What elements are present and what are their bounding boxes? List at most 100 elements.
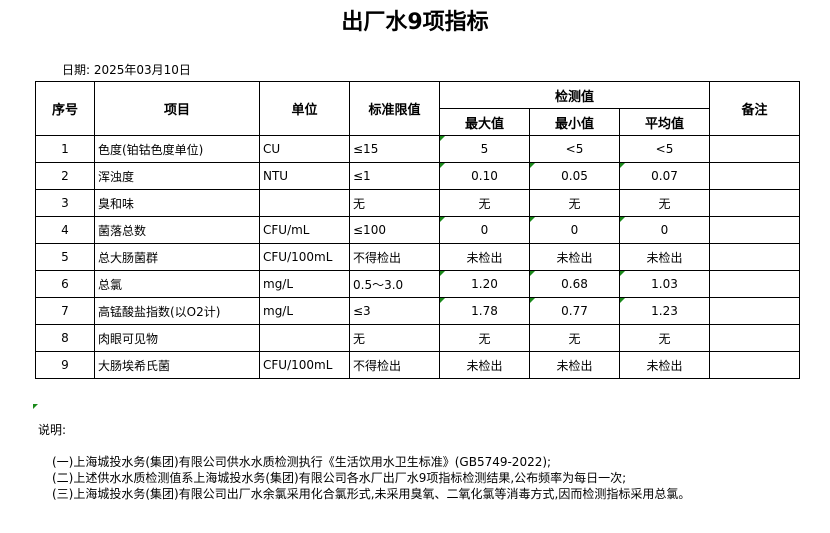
cell-no-text: 7	[61, 304, 69, 318]
comment-marker	[440, 163, 445, 168]
cell-remark	[709, 189, 800, 217]
header-min: 最小值	[529, 108, 620, 136]
comment-marker	[620, 217, 625, 222]
header-unit: 单位	[259, 81, 350, 136]
cell-limit-text: ≤15	[353, 142, 379, 156]
cell-unit-text: CFU/100mL	[263, 250, 333, 264]
cell-item: 浑浊度	[94, 162, 260, 190]
cell-min: 0.68	[529, 270, 620, 298]
cell-item: 臭和味	[94, 189, 260, 217]
cell-max-text: 0	[480, 223, 489, 237]
comment-marker	[620, 271, 625, 276]
cell-min-text: 无	[568, 331, 581, 346]
cell-max: 无	[439, 189, 530, 217]
cell-min-text: 0.77	[561, 304, 588, 318]
comment-marker	[440, 298, 445, 303]
cell-unit-text: NTU	[263, 169, 289, 183]
cell-unit-text: CU	[263, 142, 281, 156]
header-avg: 平均值	[619, 108, 710, 136]
cell-max-text: 无	[478, 331, 491, 346]
table-row: 2 浑浊度 NTU ≤1 0.10 0.05 0.07	[35, 162, 800, 190]
cell-limit: 0.5～3.0	[349, 270, 440, 298]
cell-no: 8	[35, 324, 95, 352]
cell-avg: 1.23	[619, 297, 710, 325]
cell-no: 3	[35, 189, 95, 217]
cell-item: 菌落总数	[94, 216, 260, 244]
comment-marker	[620, 163, 625, 168]
cell-min-text: 未检出	[556, 250, 593, 265]
cell-min-text: <5	[565, 142, 584, 156]
cell-max: 1.20	[439, 270, 530, 298]
cell-avg: 0.07	[619, 162, 710, 190]
header-remark: 备注	[709, 81, 800, 136]
cell-item-text: 总大肠菌群	[98, 250, 159, 265]
note-item: (一)上海城投水务(集团)有限公司供水水质检测执行《生活饮用水卫生标准》(GB5…	[52, 455, 552, 469]
cell-avg: <5	[619, 135, 710, 163]
cell-item: 大肠埃希氏菌	[94, 351, 260, 379]
cell-no-text: 4	[61, 223, 69, 237]
cell-limit: 不得检出	[349, 351, 440, 379]
cell-avg: 无	[619, 189, 710, 217]
cell-remark	[709, 216, 800, 244]
cell-item-text: 浑浊度	[98, 169, 135, 184]
cell-item: 总氯	[94, 270, 260, 298]
cell-item-text: 色度(铂钴色度单位)	[98, 142, 204, 157]
table-row: 7 高锰酸盐指数(以O2计) mg/L ≤3 1.78 0.77 1.23	[35, 297, 800, 325]
cell-avg-text: 无	[658, 196, 671, 211]
table-row: 8 肉眼可见物 无 无 无 无	[35, 324, 800, 352]
cell-item-text: 菌落总数	[98, 223, 147, 238]
cell-unit-text: CFU/100mL	[263, 358, 333, 372]
header-max: 最大值	[439, 108, 530, 136]
table-row: 5 总大肠菌群 CFU/100mL 不得检出 未检出 未检出 未检出	[35, 243, 800, 271]
header-item: 项目	[94, 81, 260, 136]
cell-avg: 0	[619, 216, 710, 244]
cell-min: 0	[529, 216, 620, 244]
cell-no-text: 9	[61, 358, 69, 372]
cell-remark	[709, 270, 800, 298]
cell-min-text: 0.68	[561, 277, 588, 291]
comment-marker	[440, 136, 445, 141]
cell-no: 1	[35, 135, 95, 163]
cell-min: 无	[529, 189, 620, 217]
cell-limit: ≤100	[349, 216, 440, 244]
cell-no-text: 5	[61, 250, 69, 264]
water-quality-table: 序号 项目 单位 标准限值 检测值 备注 最大值 最小值 平均值 1 色度(铂钴色…	[35, 81, 800, 379]
cell-avg: 1.03	[619, 270, 710, 298]
note-item: (三)上海城投水务(集团)有限公司出厂水余氯采用化合氯形式,未采用臭氧、二氧化氯…	[52, 487, 691, 501]
cell-item-text: 肉眼可见物	[98, 331, 159, 346]
cell-item: 高锰酸盐指数(以O2计)	[94, 297, 260, 325]
notes-heading: 说明:	[38, 423, 67, 437]
cell-max-text: 1.20	[471, 277, 498, 291]
notes: 说明: (一)上海城投水务(集团)有限公司供水水质检测执行《生活饮用水卫生标准》…	[38, 422, 690, 502]
cell-avg: 未检出	[619, 243, 710, 271]
cell-min-text: 0.05	[561, 169, 588, 183]
cell-no-text: 1	[61, 142, 69, 156]
cell-unit: CFU/100mL	[259, 243, 350, 271]
cell-max-text: 未检出	[466, 358, 503, 373]
cell-min: 0.05	[529, 162, 620, 190]
cell-limit-text: ≤3	[353, 304, 371, 318]
cell-remark	[709, 243, 800, 271]
cell-avg: 无	[619, 324, 710, 352]
cell-avg-text: 1.23	[651, 304, 678, 318]
cell-item-text: 臭和味	[98, 196, 135, 211]
cell-min-text: 0	[570, 223, 579, 237]
cell-max-text: 5	[480, 142, 489, 156]
cell-max: 5	[439, 135, 530, 163]
note-item: (二)上述供水水质检测值系上海城投水务(集团)有限公司各水厂出厂水9项指标检测结…	[52, 471, 627, 485]
comment-marker	[530, 163, 535, 168]
cell-limit-text: ≤100	[353, 223, 386, 237]
cell-item-text: 总氯	[98, 277, 123, 292]
cell-max: 0.10	[439, 162, 530, 190]
cell-max: 0	[439, 216, 530, 244]
cell-limit: ≤3	[349, 297, 440, 325]
cell-no-text: 3	[61, 196, 69, 210]
cell-no: 2	[35, 162, 95, 190]
cell-limit-text: 无	[353, 331, 366, 346]
comment-marker	[33, 404, 38, 409]
cell-item: 色度(铂钴色度单位)	[94, 135, 260, 163]
cell-no-text: 8	[61, 331, 69, 345]
cell-unit	[259, 324, 350, 352]
cell-no: 7	[35, 297, 95, 325]
table-row: 1 色度(铂钴色度单位) CU ≤15 5 <5 <5	[35, 135, 800, 163]
